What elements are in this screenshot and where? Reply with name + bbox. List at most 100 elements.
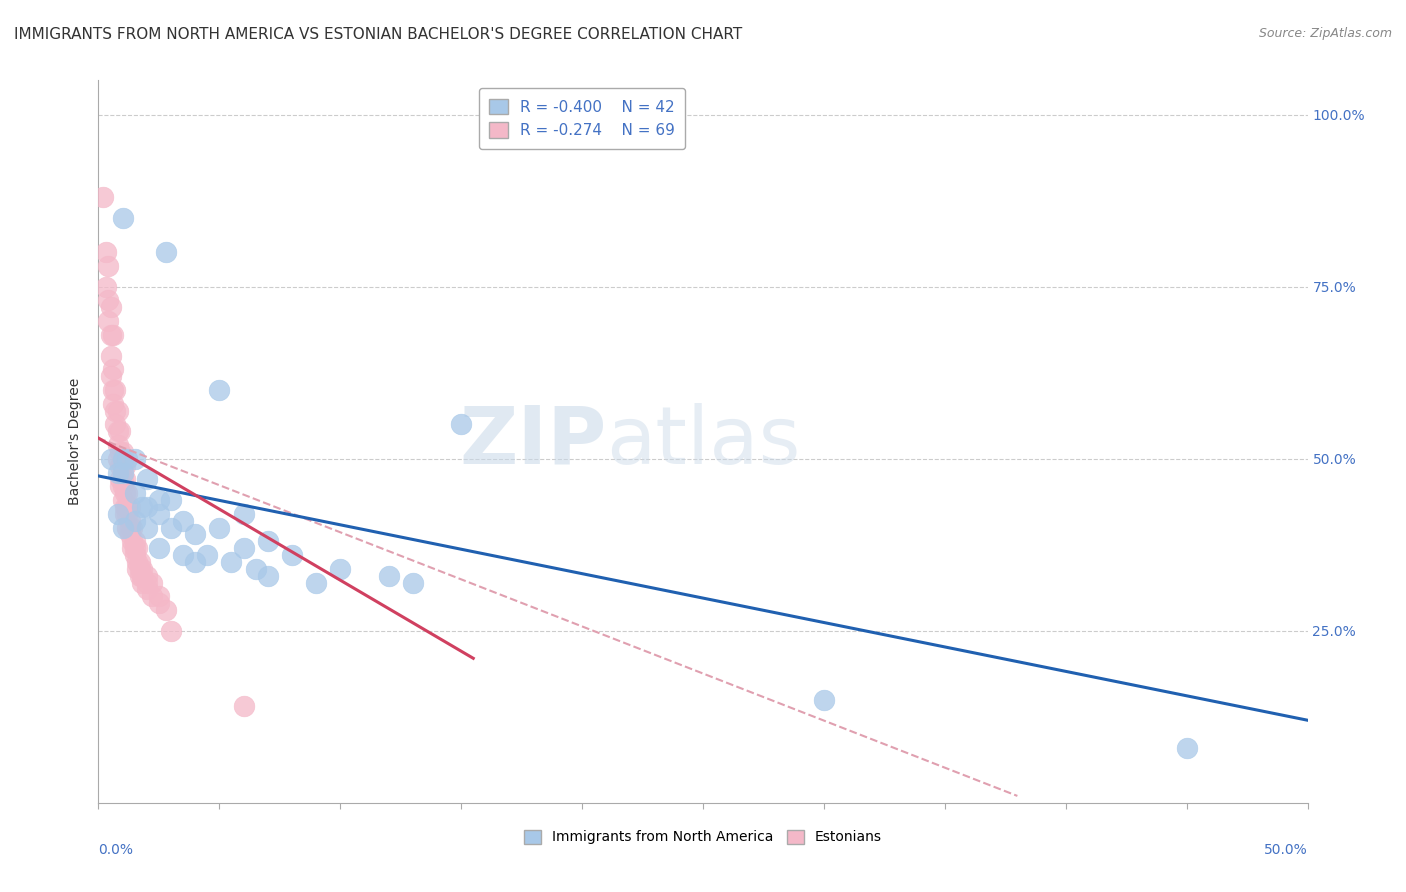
Point bbox=[91, 190, 114, 204]
Point bbox=[117, 520, 139, 534]
Point bbox=[107, 507, 129, 521]
Point bbox=[160, 493, 183, 508]
Point bbox=[148, 541, 170, 556]
Point bbox=[100, 369, 122, 384]
Point bbox=[131, 562, 153, 576]
Point bbox=[101, 383, 124, 397]
Point bbox=[135, 472, 157, 486]
Point bbox=[108, 424, 131, 438]
Point bbox=[111, 520, 134, 534]
Point bbox=[128, 562, 150, 576]
Point bbox=[117, 500, 139, 514]
Point bbox=[160, 624, 183, 638]
Point bbox=[131, 568, 153, 582]
Point bbox=[184, 555, 207, 569]
Point bbox=[107, 403, 129, 417]
Text: atlas: atlas bbox=[606, 402, 800, 481]
Point bbox=[128, 568, 150, 582]
Point bbox=[1175, 740, 1198, 755]
Point bbox=[111, 479, 134, 493]
Point bbox=[124, 451, 146, 466]
Point bbox=[111, 458, 134, 473]
Text: IMMIGRANTS FROM NORTH AMERICA VS ESTONIAN BACHELOR'S DEGREE CORRELATION CHART: IMMIGRANTS FROM NORTH AMERICA VS ESTONIA… bbox=[14, 27, 742, 42]
Point bbox=[97, 314, 120, 328]
Point bbox=[232, 541, 254, 556]
Point bbox=[101, 327, 124, 342]
Point bbox=[118, 514, 141, 528]
Point bbox=[100, 451, 122, 466]
Point bbox=[107, 466, 129, 480]
Point bbox=[208, 383, 231, 397]
Text: ZIP: ZIP bbox=[458, 402, 606, 481]
Point bbox=[118, 520, 141, 534]
Point bbox=[172, 548, 194, 562]
Point bbox=[184, 527, 207, 541]
Point bbox=[121, 534, 143, 549]
Point bbox=[127, 541, 149, 556]
Point bbox=[402, 575, 425, 590]
Legend: Immigrants from North America, Estonians: Immigrants from North America, Estonians bbox=[519, 824, 887, 850]
Point bbox=[135, 500, 157, 514]
Point bbox=[108, 445, 131, 459]
Point bbox=[135, 582, 157, 597]
Point bbox=[135, 520, 157, 534]
Point bbox=[104, 403, 127, 417]
Point bbox=[101, 397, 124, 411]
Point bbox=[256, 534, 278, 549]
Point bbox=[148, 596, 170, 610]
Point bbox=[114, 486, 136, 500]
Point bbox=[111, 493, 134, 508]
Point bbox=[117, 507, 139, 521]
Point bbox=[160, 520, 183, 534]
Point bbox=[104, 417, 127, 432]
Point bbox=[124, 534, 146, 549]
Point bbox=[124, 486, 146, 500]
Point bbox=[155, 245, 177, 260]
Point bbox=[256, 568, 278, 582]
Point bbox=[111, 445, 134, 459]
Point bbox=[124, 548, 146, 562]
Point bbox=[172, 514, 194, 528]
Point bbox=[118, 500, 141, 514]
Point bbox=[377, 568, 399, 582]
Point bbox=[148, 493, 170, 508]
Point bbox=[107, 438, 129, 452]
Point bbox=[127, 555, 149, 569]
Point bbox=[114, 472, 136, 486]
Point bbox=[127, 562, 149, 576]
Point bbox=[135, 568, 157, 582]
Point bbox=[94, 279, 117, 293]
Point bbox=[100, 301, 122, 315]
Point bbox=[111, 466, 134, 480]
Point bbox=[195, 548, 218, 562]
Point bbox=[141, 575, 163, 590]
Point bbox=[135, 575, 157, 590]
Point bbox=[245, 562, 267, 576]
Text: 50.0%: 50.0% bbox=[1264, 843, 1308, 856]
Point bbox=[450, 417, 472, 432]
Point bbox=[148, 590, 170, 604]
Y-axis label: Bachelor's Degree: Bachelor's Degree bbox=[69, 378, 83, 505]
Point bbox=[108, 458, 131, 473]
Point bbox=[128, 555, 150, 569]
Text: 0.0%: 0.0% bbox=[98, 843, 134, 856]
Point bbox=[107, 424, 129, 438]
Point bbox=[104, 383, 127, 397]
Point bbox=[305, 575, 328, 590]
Point bbox=[101, 362, 124, 376]
Point bbox=[124, 514, 146, 528]
Point bbox=[131, 500, 153, 514]
Point bbox=[114, 458, 136, 473]
Point bbox=[813, 692, 835, 706]
Point bbox=[124, 541, 146, 556]
Point bbox=[111, 211, 134, 225]
Point bbox=[97, 293, 120, 308]
Point bbox=[111, 451, 134, 466]
Point bbox=[232, 507, 254, 521]
Point bbox=[131, 575, 153, 590]
Point bbox=[111, 472, 134, 486]
Point bbox=[208, 520, 231, 534]
Point bbox=[114, 500, 136, 514]
Point bbox=[100, 327, 122, 342]
Point bbox=[121, 541, 143, 556]
